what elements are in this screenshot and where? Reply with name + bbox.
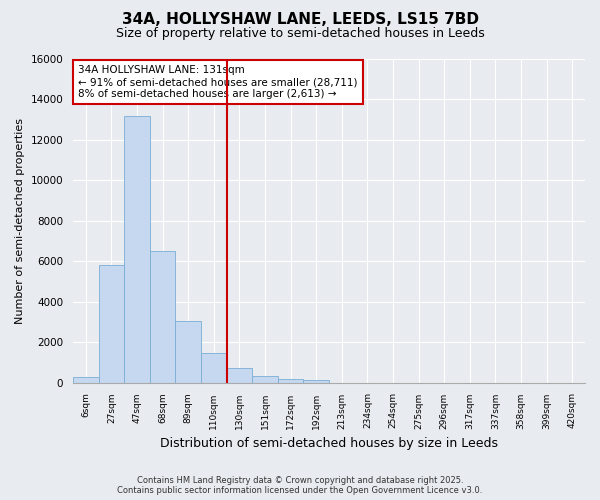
Bar — [150, 251, 175, 382]
Bar — [201, 353, 227, 382]
Bar — [73, 376, 98, 382]
X-axis label: Distribution of semi-detached houses by size in Leeds: Distribution of semi-detached houses by … — [160, 437, 498, 450]
Bar — [124, 116, 150, 382]
Bar — [98, 266, 124, 382]
Y-axis label: Number of semi-detached properties: Number of semi-detached properties — [15, 118, 25, 324]
Bar — [304, 380, 329, 382]
Bar — [252, 376, 278, 382]
Text: Contains HM Land Registry data © Crown copyright and database right 2025.
Contai: Contains HM Land Registry data © Crown c… — [118, 476, 482, 495]
Text: 34A HOLLYSHAW LANE: 131sqm
← 91% of semi-detached houses are smaller (28,711)
8%: 34A HOLLYSHAW LANE: 131sqm ← 91% of semi… — [78, 66, 358, 98]
Bar — [278, 379, 304, 382]
Bar — [175, 321, 201, 382]
Text: Size of property relative to semi-detached houses in Leeds: Size of property relative to semi-detach… — [116, 28, 484, 40]
Bar — [227, 368, 252, 382]
Text: 34A, HOLLYSHAW LANE, LEEDS, LS15 7BD: 34A, HOLLYSHAW LANE, LEEDS, LS15 7BD — [121, 12, 479, 28]
